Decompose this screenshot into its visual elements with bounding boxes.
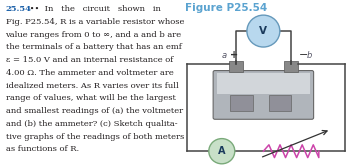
Text: −: −	[299, 50, 308, 60]
Text: A: A	[218, 146, 225, 156]
Bar	[217, 73, 310, 94]
Text: ••  In   the   circuit   shown   in: •• In the circuit shown in	[27, 5, 161, 13]
Text: idealized meters. As R varies over its full: idealized meters. As R varies over its f…	[6, 82, 178, 90]
Text: Fig. P25.54, R is a variable resistor whose: Fig. P25.54, R is a variable resistor wh…	[6, 18, 184, 26]
Text: Figure P25.54: Figure P25.54	[186, 3, 268, 13]
Text: a: a	[222, 51, 227, 60]
Bar	[268, 95, 291, 111]
Text: and (b) the ammeter? (c) Sketch qualita-: and (b) the ammeter? (c) Sketch qualita-	[6, 120, 177, 128]
Bar	[229, 61, 243, 72]
Text: tive graphs of the readings of both meters: tive graphs of the readings of both mete…	[6, 133, 184, 141]
Text: value ranges from 0 to ∞, and a and b are: value ranges from 0 to ∞, and a and b ar…	[6, 31, 182, 39]
Text: b: b	[307, 51, 312, 60]
Text: and smallest readings of (a) the voltmeter: and smallest readings of (a) the voltmet…	[6, 107, 183, 115]
Bar	[284, 61, 298, 72]
Text: ε = 15.0 V and an internal resistance of: ε = 15.0 V and an internal resistance of	[6, 56, 173, 64]
Text: 4.00 Ω. The ammeter and voltmeter are: 4.00 Ω. The ammeter and voltmeter are	[6, 69, 173, 77]
Circle shape	[209, 139, 235, 164]
Bar	[230, 95, 253, 111]
Text: V: V	[259, 26, 267, 36]
Text: the terminals of a battery that has an emf: the terminals of a battery that has an e…	[6, 43, 181, 51]
Circle shape	[247, 15, 280, 47]
Text: +: +	[230, 50, 239, 60]
Text: 25.54: 25.54	[6, 5, 32, 13]
FancyBboxPatch shape	[213, 71, 314, 119]
Text: range of values, what will be the largest: range of values, what will be the larges…	[6, 94, 175, 102]
Text: as functions of R.: as functions of R.	[6, 145, 79, 154]
